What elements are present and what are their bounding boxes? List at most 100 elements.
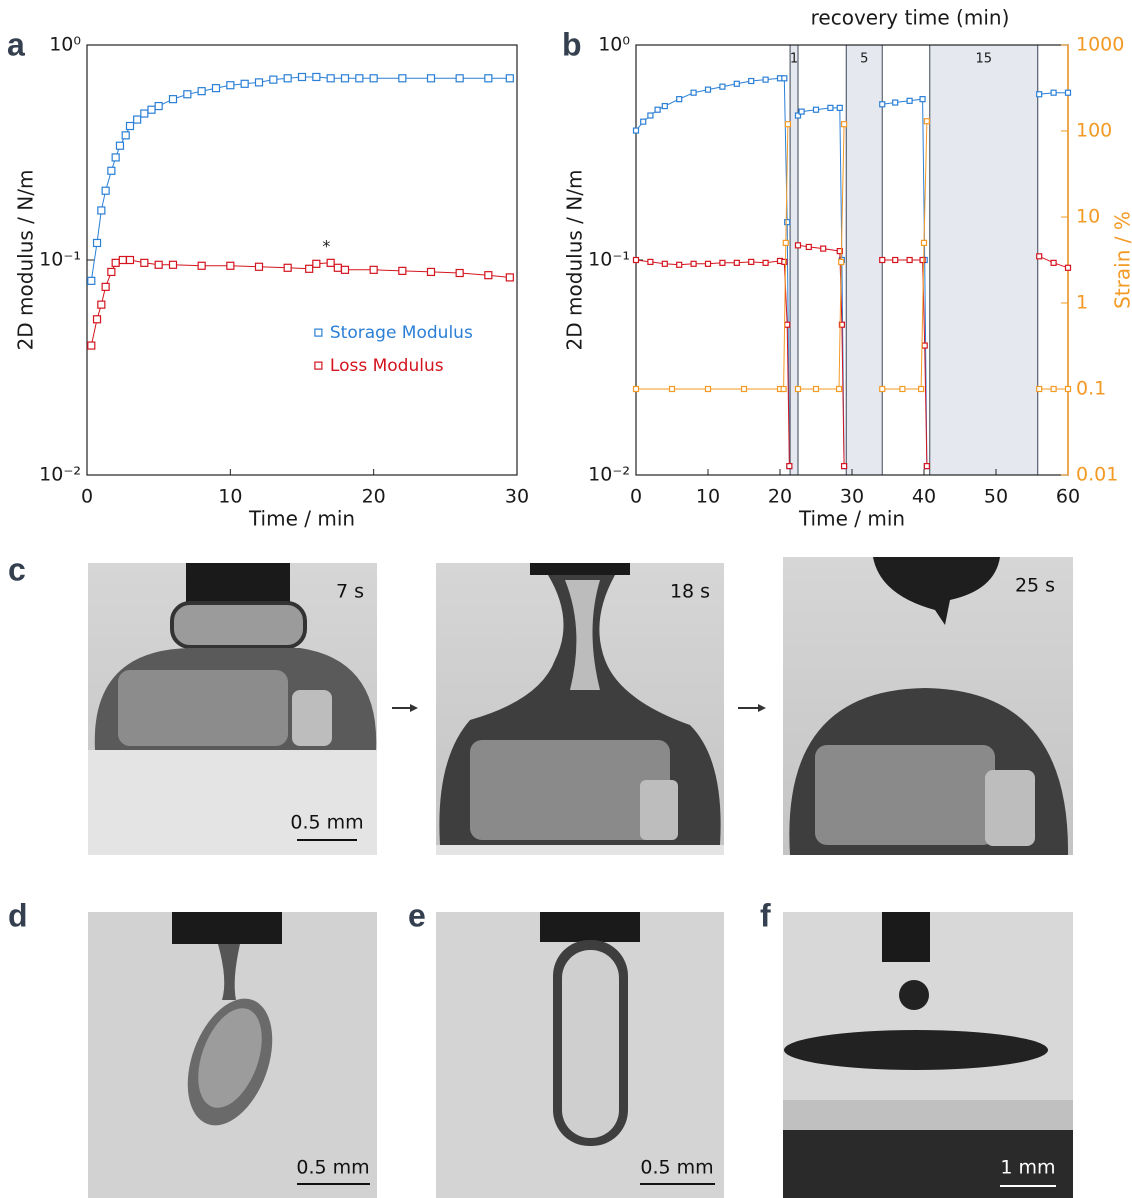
data-point (648, 113, 653, 118)
data-point (907, 258, 912, 263)
legend-marker (315, 362, 322, 369)
photo (88, 912, 377, 1198)
data-point (98, 207, 105, 214)
data-point (837, 105, 842, 110)
data-point (1037, 92, 1042, 97)
data-point (356, 75, 363, 82)
photo (783, 557, 1073, 855)
time-label: 25 s (1015, 575, 1055, 597)
data-point (924, 119, 929, 124)
data-point (1051, 387, 1056, 392)
data-point (306, 265, 313, 272)
data-point (734, 81, 739, 86)
recovery-region (930, 45, 1038, 475)
figure: c 7 s 0.5 mm 18 s 25 s d 0.5 (0, 0, 1132, 1198)
data-point (270, 76, 277, 83)
data-point (327, 75, 334, 82)
data-point (814, 387, 819, 392)
data-point (428, 75, 435, 82)
data-point (98, 301, 105, 308)
data-point (227, 262, 234, 269)
data-point (706, 87, 711, 92)
data-point (241, 80, 248, 87)
data-point (184, 91, 191, 98)
data-point (327, 259, 334, 266)
data-point (1037, 387, 1042, 392)
data-point (155, 103, 162, 110)
panel-label: e (408, 897, 426, 933)
data-point (828, 105, 833, 110)
data-point (256, 263, 263, 270)
x-tick-label: 60 (1056, 486, 1080, 508)
panel-label: b (562, 26, 582, 62)
panel-label: c (8, 551, 26, 587)
region-label: 5 (860, 52, 868, 67)
data-point (155, 261, 162, 268)
y-axis-label: 2D modulus / N/m (563, 170, 587, 351)
data-point (742, 387, 747, 392)
y2-tick-label: 0.01 (1076, 464, 1118, 486)
y-tick-label: 10⁰ (598, 34, 630, 56)
x-tick-label: 0 (81, 486, 93, 508)
data-point (94, 239, 101, 246)
data-point (785, 122, 790, 127)
time-label: 7 s (336, 581, 364, 603)
data-point (1066, 387, 1071, 392)
data-point (256, 79, 263, 86)
data-point (880, 258, 885, 263)
data-point (1066, 90, 1071, 95)
data-point (213, 85, 220, 92)
x-axis-label: Time / min (798, 507, 905, 531)
data-point (102, 283, 109, 290)
scale-label: 1 mm (1000, 1157, 1055, 1179)
legend-marker (315, 329, 322, 336)
data-point (148, 106, 155, 113)
data-point (796, 243, 801, 248)
data-point (806, 244, 811, 249)
x-tick-label: 0 (630, 486, 642, 508)
data-point (127, 123, 134, 130)
data-point (785, 322, 790, 327)
legend-label: Loss Modulus (330, 356, 444, 376)
data-point (334, 264, 341, 271)
x-tick-label: 50 (984, 486, 1008, 508)
data-point (485, 272, 492, 279)
scale-label: 0.5 mm (296, 1157, 369, 1179)
x-tick-label: 40 (912, 486, 936, 508)
data-point (1066, 265, 1071, 270)
region-label: 15 (975, 52, 992, 67)
data-point (456, 75, 463, 82)
arrow (392, 704, 418, 712)
data-point (922, 343, 927, 348)
data-point (782, 259, 787, 264)
data-point (399, 267, 406, 274)
data-point (506, 75, 513, 82)
data-point (284, 264, 291, 271)
data-point (763, 260, 768, 265)
data-point (1051, 260, 1056, 265)
data-point (94, 316, 101, 323)
data-point (634, 387, 639, 392)
data-point (842, 464, 847, 469)
data-point (670, 387, 675, 392)
data-point (342, 75, 349, 82)
data-point (88, 342, 95, 349)
data-point (839, 259, 844, 264)
data-point (922, 240, 927, 245)
data-point (907, 98, 912, 103)
data-point (198, 262, 205, 269)
data-point (720, 84, 725, 89)
data-point (749, 79, 754, 84)
data-point (127, 257, 134, 264)
data-point (641, 119, 646, 124)
data-point (634, 128, 639, 133)
data-point (116, 142, 123, 149)
data-point (170, 261, 177, 268)
data-point (706, 261, 711, 266)
data-point (880, 387, 885, 392)
y2-tick-label: 10 (1076, 206, 1100, 228)
data-point (691, 261, 696, 266)
photo (436, 563, 724, 855)
data-point (814, 107, 819, 112)
photo (436, 912, 724, 1198)
